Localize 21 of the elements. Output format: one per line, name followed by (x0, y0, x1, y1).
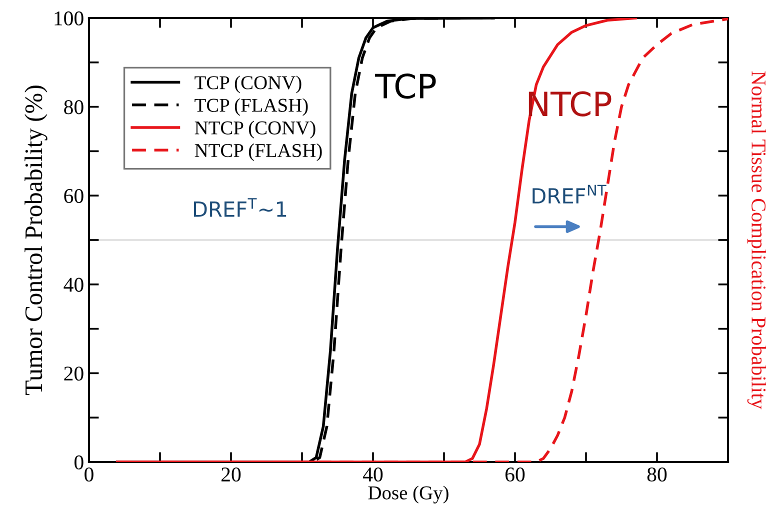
y-axis-title: Tumor Control Probability (%) (24, 86, 48, 395)
y-tick-label: 20 (64, 366, 84, 381)
y-tick-label: 40 (64, 278, 84, 292)
y-tick-label: 0 (74, 455, 84, 470)
annotation: DREF$^{NT}$ (532, 184, 606, 204)
annotation: TCP (375, 74, 436, 99)
annotation: DREF$^{T}$~1 (194, 198, 286, 217)
y2-axis-title: Normal Tissue Complication Probability (747, 71, 766, 410)
x-tick-label: 40 (362, 467, 383, 482)
x-tick-label: 20 (222, 467, 241, 482)
x-tick-label: 80 (647, 467, 667, 482)
x-tick-label: 60 (505, 467, 525, 482)
x-tick-label: 0 (84, 467, 94, 482)
y-tick-label: 60 (64, 188, 84, 204)
legend-label: NTCP (CONV) (194, 120, 316, 138)
legend-label: NTCP (FLASH) (194, 143, 322, 162)
x-axis-title: Dose (Gy) (368, 486, 448, 504)
legend-label: TCP (FLASH) (194, 98, 308, 116)
y-tick-label: 80 (64, 100, 84, 114)
y-tick-label: 100 (54, 11, 84, 26)
legend-label: TCP (CONV) (194, 76, 302, 94)
